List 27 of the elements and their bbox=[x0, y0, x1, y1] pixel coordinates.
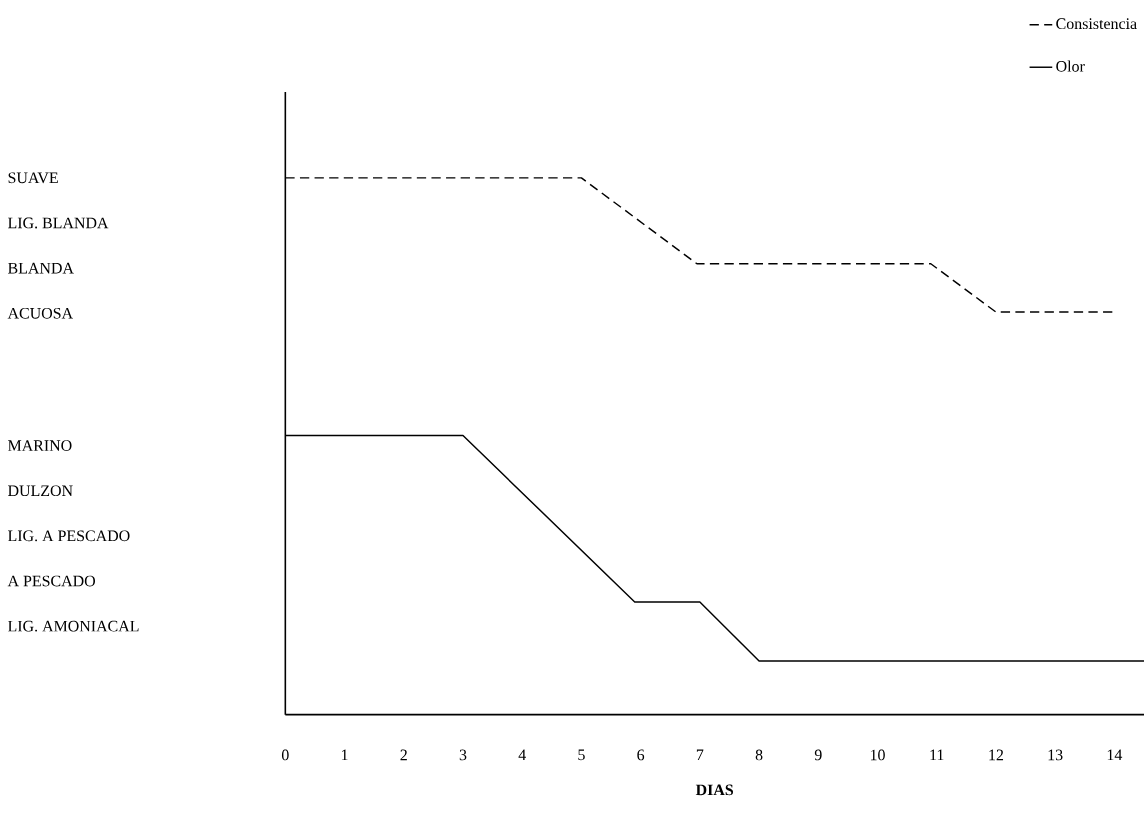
x-tick-label: 8 bbox=[755, 749, 763, 761]
x-tick-label: 3 bbox=[459, 749, 467, 761]
legend-label: Olor bbox=[1056, 60, 1085, 72]
legend-label: Consistencia bbox=[1056, 18, 1137, 30]
x-tick-label: 11 bbox=[930, 749, 944, 761]
x-tick-label: 14 bbox=[1107, 749, 1123, 761]
text: MARINO bbox=[8, 440, 72, 452]
x-tick-label: 5 bbox=[578, 749, 585, 761]
text: SUAVE bbox=[8, 172, 58, 184]
text: LIG. AMONIACAL bbox=[8, 620, 139, 632]
x-tick-label: 6 bbox=[637, 749, 645, 761]
text: DULZON bbox=[8, 485, 73, 497]
x-tick-label: 12 bbox=[989, 749, 1004, 761]
x-tick-label: 13 bbox=[1048, 749, 1063, 761]
text: BLANDA bbox=[8, 263, 74, 274]
x-tick-label: 10 bbox=[870, 749, 885, 761]
x-tick-label: 9 bbox=[814, 749, 822, 761]
x-tick-label: 1 bbox=[341, 749, 348, 761]
x-tick-label: 7 bbox=[696, 749, 704, 761]
x-tick-label: 4 bbox=[518, 749, 526, 761]
x-axis-title: DIAS bbox=[695, 784, 734, 796]
text: A PESCADO bbox=[7, 575, 96, 587]
text: ACUOSA bbox=[7, 308, 73, 319]
x-tick-label: 0 bbox=[281, 749, 289, 761]
text: LIG. A PESCADO bbox=[8, 530, 130, 542]
text: LIG. BLANDA bbox=[8, 217, 109, 229]
x-tick-label: 2 bbox=[400, 749, 407, 761]
